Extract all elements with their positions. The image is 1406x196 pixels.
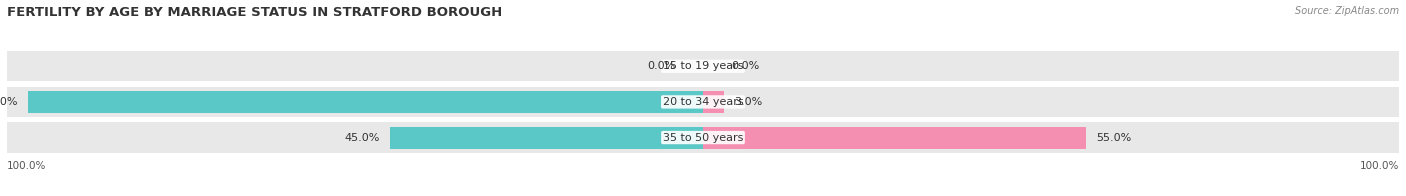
Text: 55.0%: 55.0%	[1097, 132, 1132, 142]
Bar	[703, 87, 1399, 117]
Text: 0.0%: 0.0%	[647, 61, 675, 71]
Text: FERTILITY BY AGE BY MARRIAGE STATUS IN STRATFORD BOROUGH: FERTILITY BY AGE BY MARRIAGE STATUS IN S…	[7, 6, 502, 19]
Text: 35 to 50 years: 35 to 50 years	[662, 132, 744, 142]
Text: 0.0%: 0.0%	[731, 61, 759, 71]
Bar	[703, 51, 1399, 81]
Bar	[703, 126, 1085, 149]
Bar	[703, 122, 1399, 153]
Text: 100.0%: 100.0%	[1360, 161, 1399, 171]
Text: Source: ZipAtlas.com: Source: ZipAtlas.com	[1295, 6, 1399, 16]
Bar	[28, 91, 703, 113]
Bar	[7, 87, 703, 117]
Text: 20 to 34 years: 20 to 34 years	[662, 97, 744, 107]
Text: 100.0%: 100.0%	[7, 161, 46, 171]
Bar	[7, 122, 703, 153]
Bar	[703, 91, 724, 113]
Bar	[389, 126, 703, 149]
Text: 3.0%: 3.0%	[734, 97, 762, 107]
Text: 15 to 19 years: 15 to 19 years	[662, 61, 744, 71]
Text: 45.0%: 45.0%	[344, 132, 380, 142]
Bar	[7, 51, 703, 81]
Text: 97.0%: 97.0%	[0, 97, 17, 107]
